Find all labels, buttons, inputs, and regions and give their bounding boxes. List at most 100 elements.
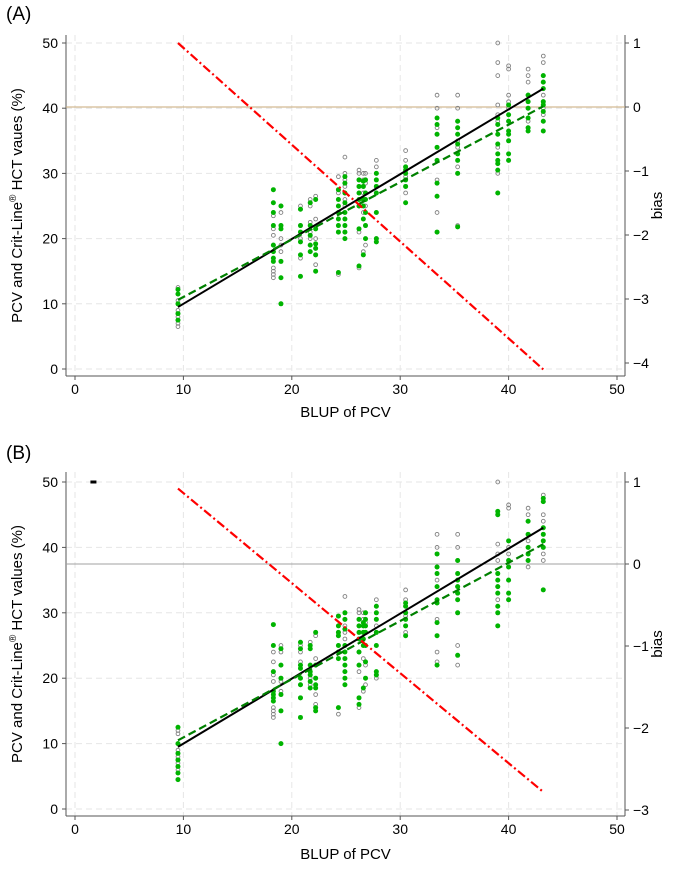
filled-point xyxy=(313,196,319,202)
open-point xyxy=(455,164,461,170)
filled-point xyxy=(278,741,284,747)
filled-point xyxy=(342,662,348,668)
filled-point xyxy=(342,649,348,655)
filled-point xyxy=(356,695,362,701)
filled-point xyxy=(455,652,461,658)
filled-point xyxy=(373,170,379,176)
filled-point xyxy=(356,623,362,629)
filled-point xyxy=(495,590,501,596)
filled-point xyxy=(434,193,440,199)
filled-point xyxy=(495,610,501,616)
open-point xyxy=(525,73,531,78)
filled-point xyxy=(455,141,461,147)
filled-point xyxy=(356,263,362,269)
filled-point xyxy=(335,613,341,619)
y2-axis-label: bias xyxy=(649,192,666,220)
open-point xyxy=(455,105,461,111)
filled-point xyxy=(540,108,546,114)
open-point xyxy=(506,63,511,69)
filled-point xyxy=(363,623,369,629)
filled-point xyxy=(335,629,341,635)
filled-point xyxy=(506,564,512,570)
filled-point xyxy=(506,590,512,596)
y2-tick-label: −2 xyxy=(633,720,649,736)
filled-point xyxy=(403,633,409,639)
open-point xyxy=(540,60,546,65)
y2-tick-label: −1 xyxy=(633,638,649,654)
filled-point xyxy=(434,229,440,235)
filled-point xyxy=(495,157,501,163)
filled-point xyxy=(373,210,379,216)
filled-point xyxy=(175,757,181,763)
open-point xyxy=(363,682,368,688)
filled-point xyxy=(434,115,440,121)
filled-point xyxy=(434,122,440,127)
filled-point xyxy=(307,678,313,684)
y-tick-label: 40 xyxy=(42,100,58,116)
x-tick-label: 30 xyxy=(392,381,408,397)
filled-point xyxy=(342,616,348,622)
filled-point xyxy=(403,623,409,629)
filled-point xyxy=(373,610,379,616)
fit-line xyxy=(177,543,544,742)
filled-point xyxy=(455,131,461,137)
filled-point xyxy=(506,538,512,544)
x-axis-label: BLUP of PCV xyxy=(300,404,391,421)
filled-point xyxy=(335,203,341,209)
open-point xyxy=(506,551,511,557)
filled-point xyxy=(434,620,440,626)
open-point xyxy=(495,479,501,485)
y2-tick-label: 0 xyxy=(633,556,641,572)
filled-point xyxy=(540,544,546,550)
y2-tick-label: 0 xyxy=(633,99,641,115)
filled-point xyxy=(278,646,284,652)
filled-point xyxy=(342,626,348,632)
filled-point xyxy=(342,200,348,206)
x-tick-label: 30 xyxy=(392,821,408,837)
filled-point xyxy=(434,564,440,570)
filled-point xyxy=(342,682,348,688)
filled-point xyxy=(313,705,319,711)
filled-point xyxy=(270,622,276,628)
open-point xyxy=(506,92,511,98)
filled-point xyxy=(455,170,461,176)
filled-point xyxy=(360,252,366,258)
filled-point xyxy=(495,577,501,583)
y2-tick-label: −4 xyxy=(633,355,649,371)
filled-point xyxy=(506,128,512,134)
y-tick-label: 0 xyxy=(50,801,58,817)
x-tick-label: 40 xyxy=(501,381,517,397)
filled-point xyxy=(455,584,461,590)
filled-point xyxy=(335,656,341,662)
open-point xyxy=(495,60,501,65)
filled-point xyxy=(363,659,369,665)
filled-point xyxy=(525,115,531,121)
open-point xyxy=(434,92,440,98)
x-tick-label: 20 xyxy=(284,821,300,837)
open-point xyxy=(313,216,318,222)
filled-point xyxy=(455,597,461,603)
open-point xyxy=(356,610,362,616)
filled-point xyxy=(540,99,546,105)
filled-point xyxy=(175,286,181,292)
open-point xyxy=(356,171,362,176)
filled-point xyxy=(278,223,284,229)
open-point xyxy=(271,649,276,655)
filled-point xyxy=(506,112,512,118)
open-point xyxy=(336,711,341,717)
filled-point xyxy=(297,662,303,668)
filled-point xyxy=(297,239,303,245)
filled-point xyxy=(525,518,531,524)
x-tick-label: 50 xyxy=(609,381,625,397)
open-point xyxy=(434,577,440,583)
open-point xyxy=(271,265,276,271)
y-axis-label: PCV and Crit-Line® HCT values (%) xyxy=(8,525,26,763)
open-point xyxy=(403,158,408,163)
open-point xyxy=(271,272,276,277)
filled-point xyxy=(506,597,512,603)
filled-point xyxy=(335,196,341,202)
filled-point xyxy=(270,643,276,648)
filled-point xyxy=(455,571,461,577)
y2-tick-label: 1 xyxy=(633,474,641,490)
